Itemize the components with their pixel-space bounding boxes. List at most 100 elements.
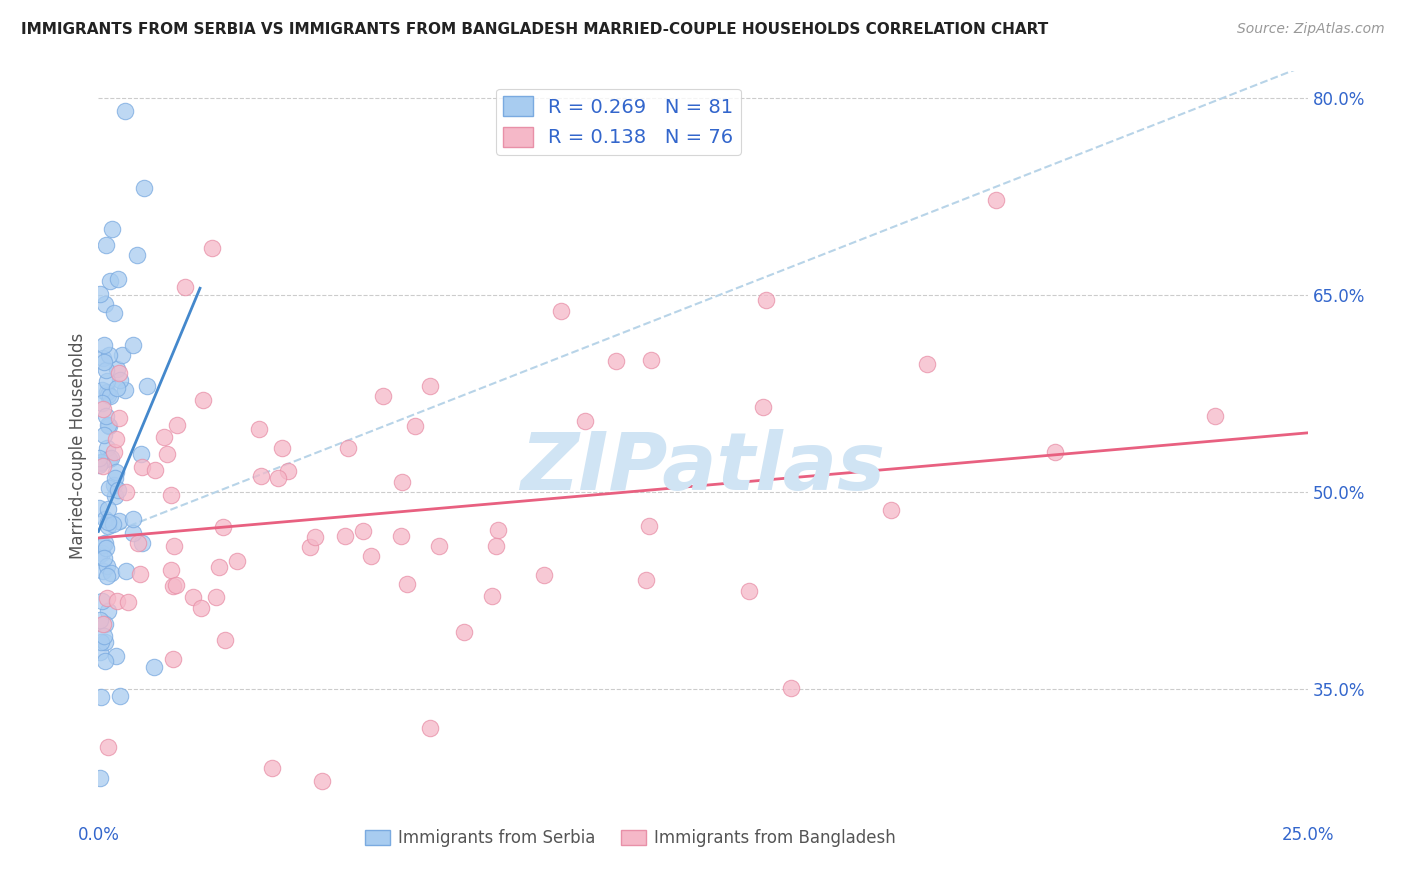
Point	[93, 355, 115, 369]
Point	[267, 471, 290, 485]
Point	[97, 604, 120, 618]
Point	[94, 297, 117, 311]
Point	[114, 383, 136, 397]
Point	[90, 635, 112, 649]
Point	[129, 447, 152, 461]
Point	[395, 577, 418, 591]
Point	[304, 530, 326, 544]
Point	[121, 512, 143, 526]
Point	[108, 373, 131, 387]
Point	[98, 348, 121, 362]
Point	[107, 514, 129, 528]
Point	[533, 567, 555, 582]
Point	[1204, 409, 1226, 424]
Point	[96, 374, 118, 388]
Point	[89, 458, 111, 472]
Point	[89, 645, 111, 659]
Point	[214, 632, 236, 647]
Point	[143, 463, 166, 477]
Point	[98, 274, 121, 288]
Point	[152, 430, 174, 444]
Point	[89, 450, 111, 465]
Point	[97, 418, 120, 433]
Point	[105, 432, 128, 446]
Point	[163, 540, 186, 554]
Point	[142, 660, 165, 674]
Point	[360, 549, 382, 563]
Point	[485, 539, 508, 553]
Point	[127, 536, 149, 550]
Point	[136, 379, 159, 393]
Point	[105, 465, 128, 479]
Point	[419, 721, 441, 735]
Point	[96, 441, 118, 455]
Point	[93, 535, 115, 549]
Point	[96, 541, 118, 555]
Point	[94, 635, 117, 649]
Point	[391, 475, 413, 490]
Point	[389, 528, 412, 542]
Point	[93, 428, 115, 442]
Point	[173, 280, 195, 294]
Point	[93, 654, 115, 668]
Point	[114, 565, 136, 579]
Point	[97, 739, 120, 754]
Point	[98, 481, 121, 495]
Point	[419, 379, 441, 393]
Point	[91, 594, 114, 608]
Point	[91, 617, 114, 632]
Point	[89, 548, 111, 562]
Point	[636, 573, 658, 587]
Point	[201, 241, 224, 255]
Point	[96, 569, 118, 583]
Point	[90, 455, 112, 469]
Point	[298, 540, 321, 554]
Point	[96, 591, 118, 606]
Point	[103, 478, 125, 492]
Point	[96, 558, 118, 573]
Text: Source: ZipAtlas.com: Source: ZipAtlas.com	[1237, 22, 1385, 37]
Point	[105, 362, 128, 376]
Point	[90, 690, 112, 704]
Point	[752, 400, 775, 414]
Point	[107, 483, 129, 497]
Point	[97, 388, 120, 402]
Point	[605, 353, 627, 368]
Point	[915, 357, 938, 371]
Point	[98, 452, 121, 467]
Point	[89, 456, 111, 470]
Point	[89, 772, 111, 786]
Point	[104, 649, 127, 664]
Point	[337, 442, 360, 456]
Point	[94, 617, 117, 632]
Point	[127, 248, 149, 262]
Point	[162, 579, 184, 593]
Point	[97, 519, 120, 533]
Point	[129, 567, 152, 582]
Point	[107, 272, 129, 286]
Point	[488, 523, 510, 537]
Point	[101, 516, 124, 531]
Point	[131, 536, 153, 550]
Text: ZIPatlas: ZIPatlas	[520, 429, 886, 508]
Point	[93, 565, 115, 579]
Point	[100, 450, 122, 465]
Point	[117, 595, 139, 609]
Point	[165, 578, 187, 592]
Point	[107, 367, 129, 381]
Point	[191, 392, 214, 407]
Point	[90, 396, 112, 410]
Point	[122, 338, 145, 352]
Point	[97, 418, 120, 433]
Point	[91, 351, 114, 366]
Point	[96, 384, 118, 399]
Point	[122, 526, 145, 541]
Point	[181, 590, 204, 604]
Point	[94, 409, 117, 424]
Point	[638, 518, 661, 533]
Point	[89, 613, 111, 627]
Point	[205, 591, 228, 605]
Point	[335, 529, 357, 543]
Point	[98, 389, 121, 403]
Point	[550, 304, 572, 318]
